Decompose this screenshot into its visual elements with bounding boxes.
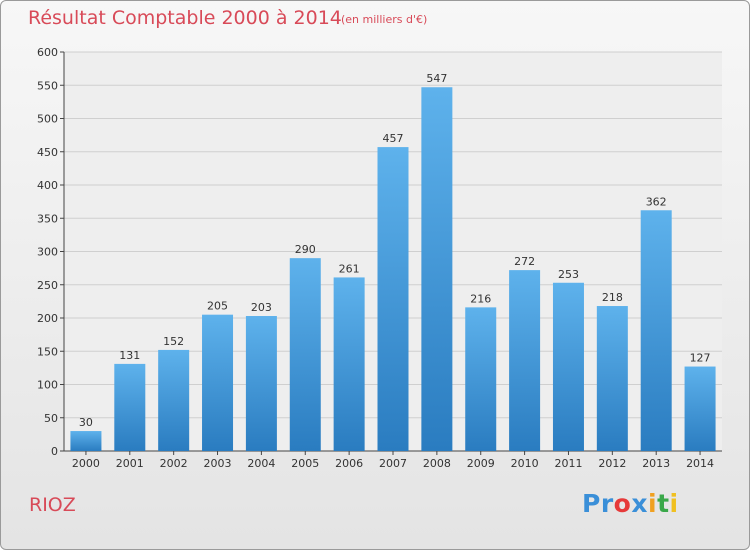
x-tick-label: 2007 <box>379 457 407 470</box>
bar-2010 <box>509 270 541 451</box>
data-label-2010: 272 <box>514 255 535 268</box>
logo-letter: x <box>631 489 648 518</box>
x-tick-label: 2004 <box>247 457 275 470</box>
x-tick-label: 2009 <box>467 457 495 470</box>
bar-2002 <box>158 349 190 451</box>
data-label-2012: 218 <box>602 291 623 304</box>
x-tick-label: 2012 <box>598 457 626 470</box>
y-tick-label: 50 <box>44 412 58 425</box>
chart-subtitle: (en milliers d'€) <box>341 13 428 26</box>
data-labels-group: 30 131 152 205 203 290 261 457 547 216 272 253 218 36… <box>79 72 711 429</box>
bar-2013 <box>640 210 672 451</box>
bar-2004 <box>245 316 277 451</box>
x-tick-label: 2002 <box>160 457 188 470</box>
axes: 0 50 100 150 200 250 300 350 400 450 500 550 600 2000… <box>37 46 722 470</box>
data-label-2000: 30 <box>79 416 93 429</box>
y-tick-label: 150 <box>37 345 58 358</box>
data-label-2006: 261 <box>339 262 360 275</box>
data-label-2008: 547 <box>426 72 447 85</box>
x-tick-label: 2013 <box>642 457 670 470</box>
bar-2005 <box>289 258 321 451</box>
y-tick-label: 250 <box>37 279 58 292</box>
y-tick-label: 500 <box>37 113 58 126</box>
x-tick-label: 2000 <box>72 457 100 470</box>
y-tick-label: 100 <box>37 379 58 392</box>
data-label-2001: 131 <box>119 349 140 362</box>
y-tick-label: 450 <box>37 146 58 159</box>
bar-2006 <box>333 277 365 451</box>
bar-2009 <box>465 307 497 451</box>
x-tick-label: 2011 <box>554 457 582 470</box>
location-label: RIOZ <box>29 494 76 516</box>
y-tick-label: 550 <box>37 79 58 92</box>
y-tick-label: 600 <box>37 46 58 59</box>
x-tick-label: 2010 <box>511 457 539 470</box>
logo-letter: o <box>613 489 632 518</box>
data-label-2002: 152 <box>163 335 184 348</box>
x-tick-label: 2003 <box>204 457 232 470</box>
data-label-2004: 203 <box>251 301 272 314</box>
x-tick-label: 2001 <box>116 457 144 470</box>
bar-2007 <box>377 147 409 451</box>
logo-letter: i <box>669 489 679 518</box>
data-label-2009: 216 <box>470 292 491 305</box>
x-tick-label: 2006 <box>335 457 363 470</box>
bar-2001 <box>114 363 146 451</box>
y-tick-label: 300 <box>37 246 58 259</box>
bar-2008 <box>421 87 453 452</box>
logo-letter: t <box>657 489 670 518</box>
bar-2014 <box>684 366 716 451</box>
bar-2011 <box>552 282 584 451</box>
data-label-2007: 457 <box>383 132 404 145</box>
y-tick-label: 400 <box>37 179 58 192</box>
y-tick-label: 350 <box>37 212 58 225</box>
logo-letter: P <box>582 489 601 518</box>
x-tick-label: 2005 <box>291 457 319 470</box>
y-tick-label: 200 <box>37 312 58 325</box>
bar-2000 <box>70 431 102 451</box>
x-tick-label: 2008 <box>423 457 451 470</box>
logo-letter: r <box>600 489 614 518</box>
data-label-2011: 253 <box>558 268 579 281</box>
data-label-2013: 362 <box>646 195 667 208</box>
x-tick-label: 2014 <box>686 457 714 470</box>
data-label-2014: 127 <box>690 352 711 365</box>
data-label-2003: 205 <box>207 300 228 313</box>
bar-2012 <box>596 306 628 451</box>
bars-group <box>70 87 716 452</box>
data-label-2005: 290 <box>295 243 316 256</box>
y-tick-label: 0 <box>51 445 58 458</box>
logo-letter: i <box>648 489 658 518</box>
chart-title: Résultat Comptable 2000 à 2014 <box>28 7 342 29</box>
proxiti-logo: Proxiti <box>582 489 679 518</box>
bar-2003 <box>202 314 234 451</box>
